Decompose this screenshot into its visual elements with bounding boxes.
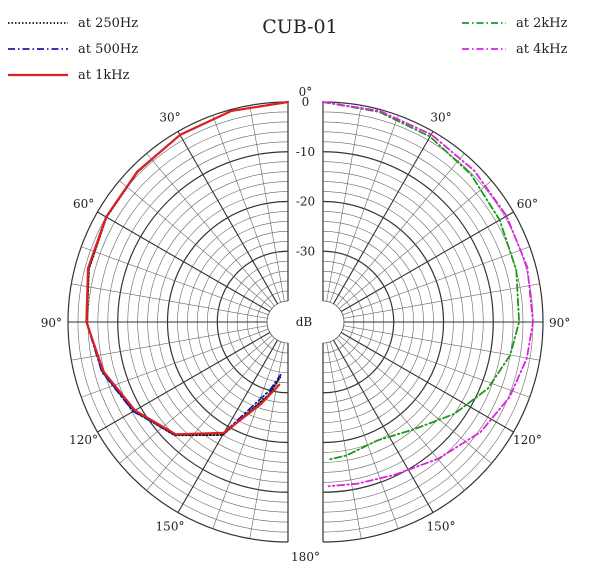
- radial-tick-label: -20: [296, 195, 315, 209]
- grid-spoke: [338, 180, 492, 309]
- grid-spoke: [146, 337, 275, 491]
- grid-spoke: [249, 105, 285, 302]
- angle-label: 60°: [517, 197, 538, 211]
- grid-spoke: [326, 342, 362, 539]
- angle-label: 120°: [69, 433, 98, 447]
- radial-unit-label: dB: [296, 315, 313, 329]
- legend-label: at 250Hz: [78, 16, 138, 31]
- legend-label: at 500Hz: [78, 42, 138, 57]
- grid-spoke: [212, 115, 282, 303]
- angle-label: 0°: [299, 85, 313, 99]
- grid-spoke: [326, 105, 362, 302]
- radial-labels: 0 -10 -20 -30: [296, 95, 315, 258]
- grid-spoke: [333, 131, 434, 305]
- grid-spoke: [97, 211, 271, 312]
- grid-spoke: [340, 332, 514, 433]
- radial-tick-label: 0: [302, 95, 310, 109]
- grid-spoke: [249, 342, 285, 539]
- grid-spoke: [71, 283, 268, 319]
- angle-label: 30°: [430, 111, 451, 125]
- grid-spoke: [71, 325, 268, 361]
- grid-spoke: [333, 339, 434, 513]
- series-line: [322, 101, 534, 488]
- legend-label: at 4kHz: [516, 42, 568, 57]
- grid-spoke: [177, 339, 278, 513]
- legend-left: at 250Hz at 500Hz at 1kHz: [8, 16, 138, 83]
- grid-spoke: [338, 335, 492, 464]
- grid-spoke: [81, 246, 269, 316]
- chart-title: CUB-01: [262, 16, 337, 38]
- legend-label: at 1kHz: [78, 68, 130, 83]
- angle-label: 150°: [156, 519, 185, 533]
- grid-spoke: [343, 325, 540, 361]
- grid-spoke: [212, 341, 282, 529]
- legend-label: at 2kHz: [516, 16, 568, 31]
- angle-label: 60°: [73, 197, 94, 211]
- radial-tick-label: -10: [296, 145, 315, 159]
- angle-label: 120°: [513, 433, 542, 447]
- grid-spoke: [340, 211, 514, 312]
- series-line: [85, 100, 290, 436]
- angle-label: 90°: [549, 316, 570, 330]
- grid-spoke: [336, 337, 465, 491]
- angle-labels: 0° 30° 30° 60° 60° 90° 90° 120° 120° 150° 150° 180°: [41, 85, 571, 564]
- angle-label: 150°: [427, 519, 456, 533]
- angle-label: 30°: [159, 111, 180, 125]
- legend-right: at 2kHz at 4kHz: [462, 16, 568, 57]
- grid-spoke: [329, 341, 399, 529]
- series-line: [322, 101, 520, 461]
- grid-spoke: [342, 328, 530, 398]
- grid-spoke: [119, 335, 273, 464]
- grid-spoke: [146, 153, 275, 307]
- grid-spoke: [343, 283, 540, 319]
- angle-label: 180°: [291, 550, 320, 564]
- grid-left: [67, 101, 289, 543]
- angle-label: 90°: [41, 316, 62, 330]
- series-layer: [85, 100, 534, 488]
- grid-spoke: [342, 246, 530, 316]
- grid-spoke: [329, 115, 399, 303]
- radial-tick-label: -30: [296, 244, 315, 258]
- grid-spoke: [97, 332, 271, 433]
- grid-spoke: [177, 131, 278, 305]
- grid-spoke: [336, 153, 465, 307]
- grid-right: [322, 101, 544, 543]
- grid-spoke: [119, 180, 273, 309]
